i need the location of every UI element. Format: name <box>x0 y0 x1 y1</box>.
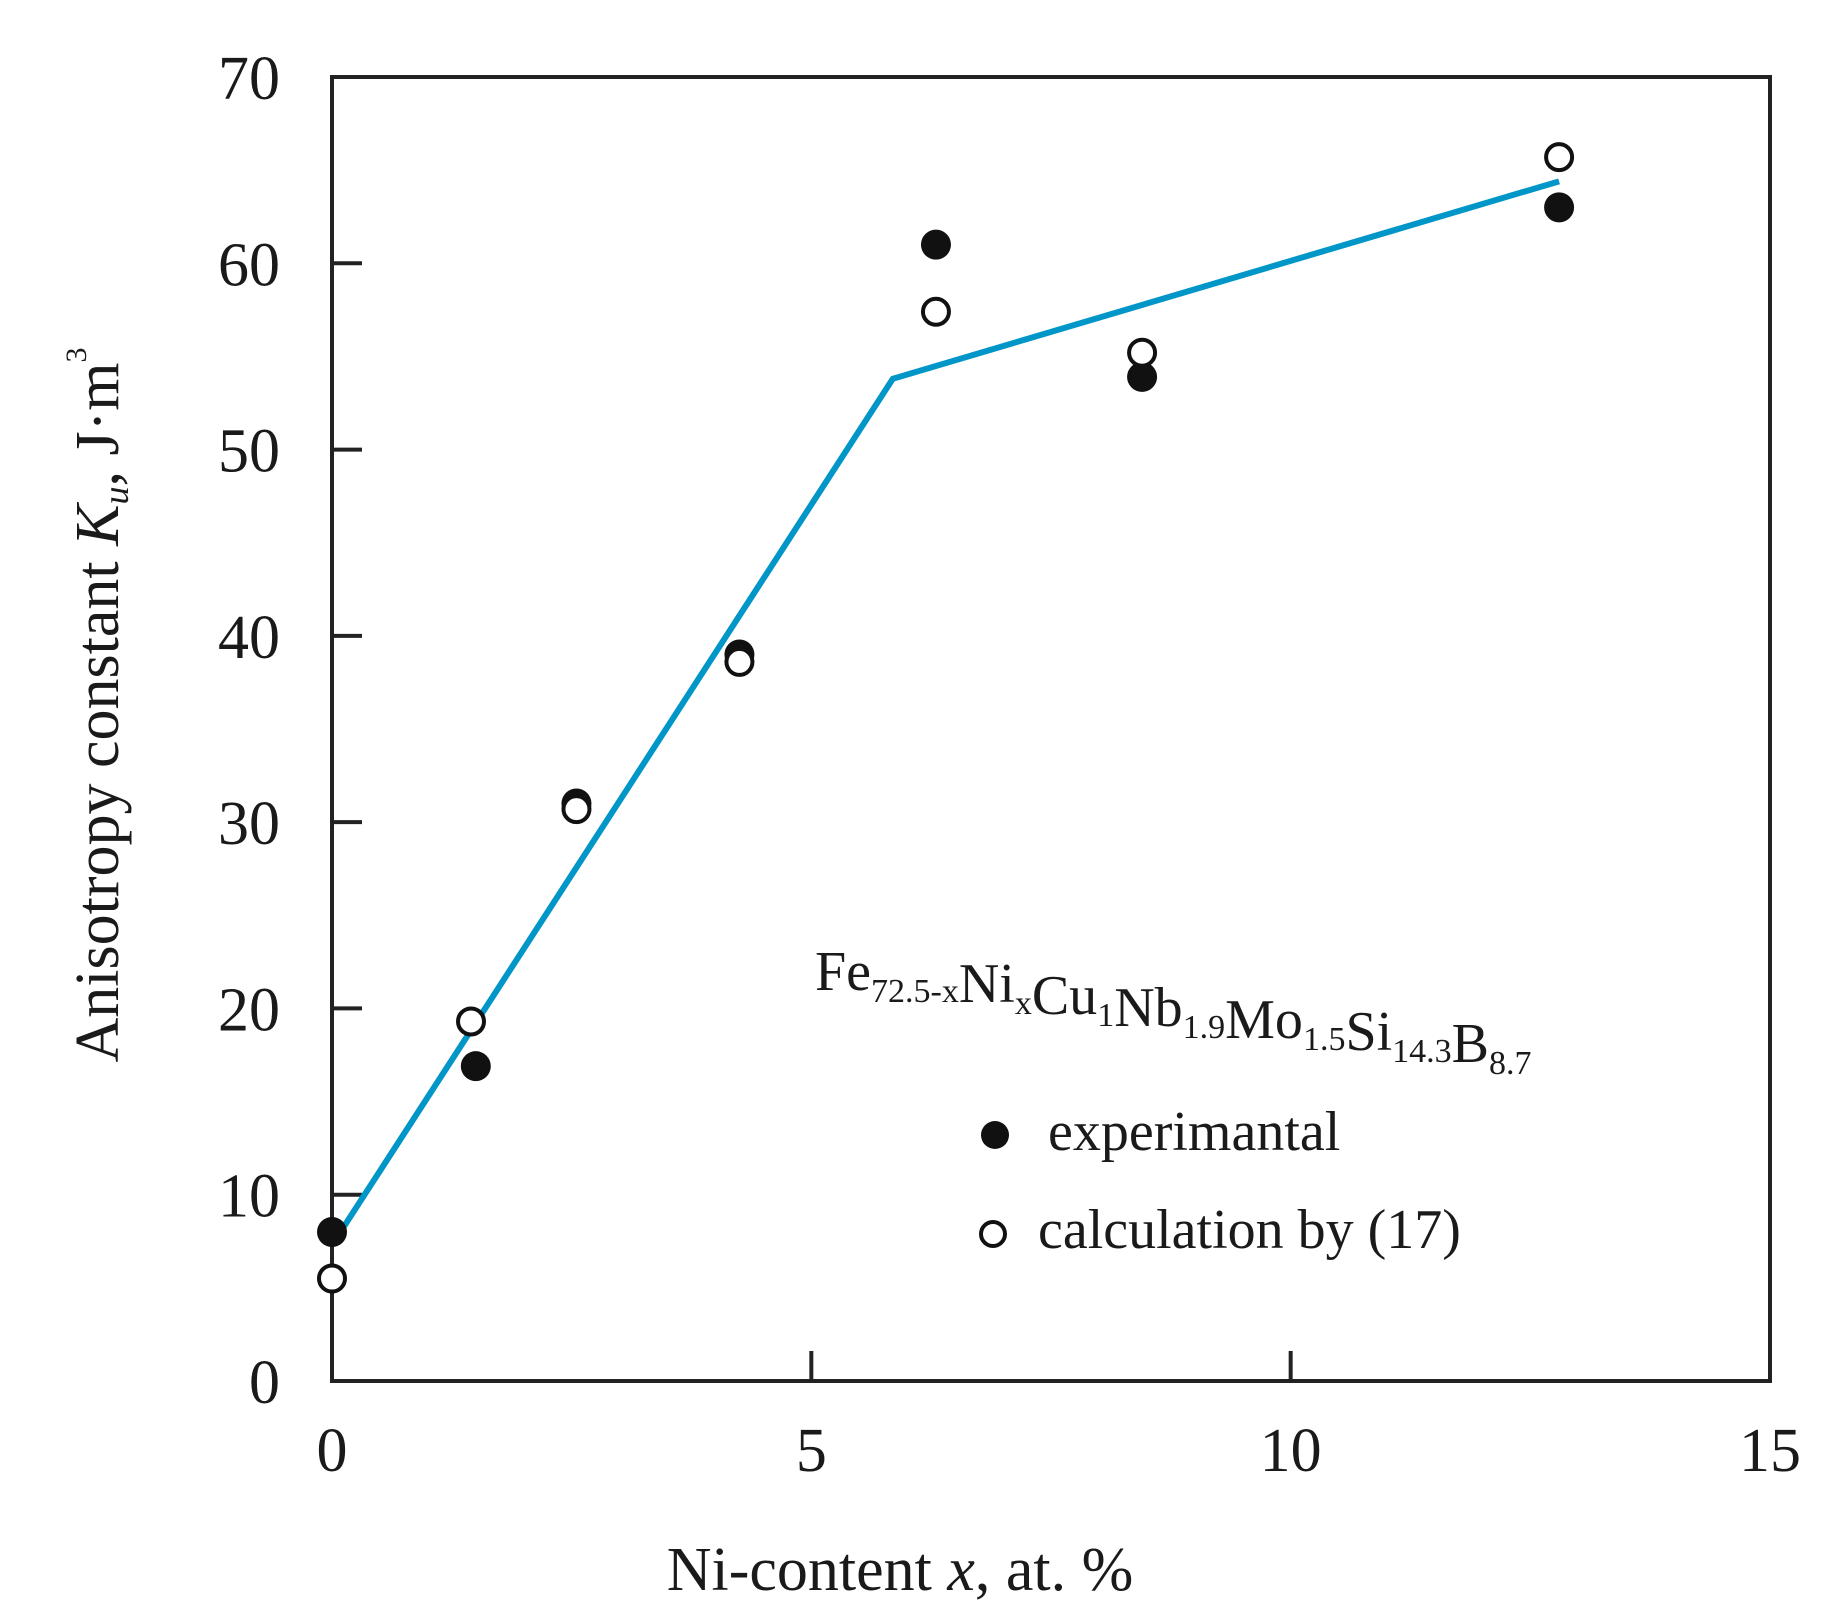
x-axis-title: Ni-content x, at. % <box>667 1536 1134 1604</box>
calculated-point <box>1127 337 1158 368</box>
alloy-formula: Fe72.5-xNixCu1Nb1.9Mo1.5Si14.3B8.7 <box>815 941 1532 1082</box>
calculated-point <box>920 296 951 327</box>
experimental-point <box>317 1216 347 1247</box>
legend: experimantal calculation by (17) <box>979 1101 1461 1261</box>
y-tick-label: 30 <box>218 790 280 858</box>
x-tick-label: 0 <box>317 1417 348 1485</box>
y-tick-label: 60 <box>218 231 280 299</box>
calculated-point <box>456 1006 487 1037</box>
y-tick-label: 20 <box>218 976 280 1044</box>
x-tick-label: 15 <box>1739 1417 1801 1485</box>
y-tick-label: 0 <box>249 1349 280 1417</box>
fit-line <box>329 178 1560 1247</box>
experimental-point <box>920 229 951 260</box>
y-axis-title: Anisotropy constant Ku, J·m3 <box>60 348 136 1063</box>
experimental-point <box>1544 192 1575 223</box>
y-tick-label: 70 <box>218 45 280 113</box>
axes-frame <box>330 75 1772 1383</box>
legend-calculation-label: calculation by (17) <box>1038 1199 1461 1261</box>
legend-filled-circle-icon <box>981 1121 1009 1149</box>
x-tick-label: 10 <box>1260 1417 1322 1485</box>
experimental-point <box>1127 361 1158 392</box>
calculated-point <box>317 1263 347 1294</box>
y-tick-label: 40 <box>218 604 280 672</box>
plot-series <box>317 142 1575 1294</box>
x-tick-label: 5 <box>796 1417 827 1485</box>
calculated-point <box>724 646 755 677</box>
calculated-point <box>1544 142 1575 173</box>
y-tick-label: 50 <box>218 418 280 486</box>
ticks: 0 10 20 30 40 50 60 70 0 5 10 15 <box>218 45 1801 1485</box>
legend-open-circle-icon <box>979 1220 1007 1248</box>
plot-border <box>330 75 1772 1383</box>
experimental-point <box>460 1051 491 1082</box>
legend-experimental-label: experimantal <box>1048 1101 1340 1163</box>
y-tick-label: 10 <box>218 1163 280 1231</box>
calculated-point <box>561 794 592 825</box>
